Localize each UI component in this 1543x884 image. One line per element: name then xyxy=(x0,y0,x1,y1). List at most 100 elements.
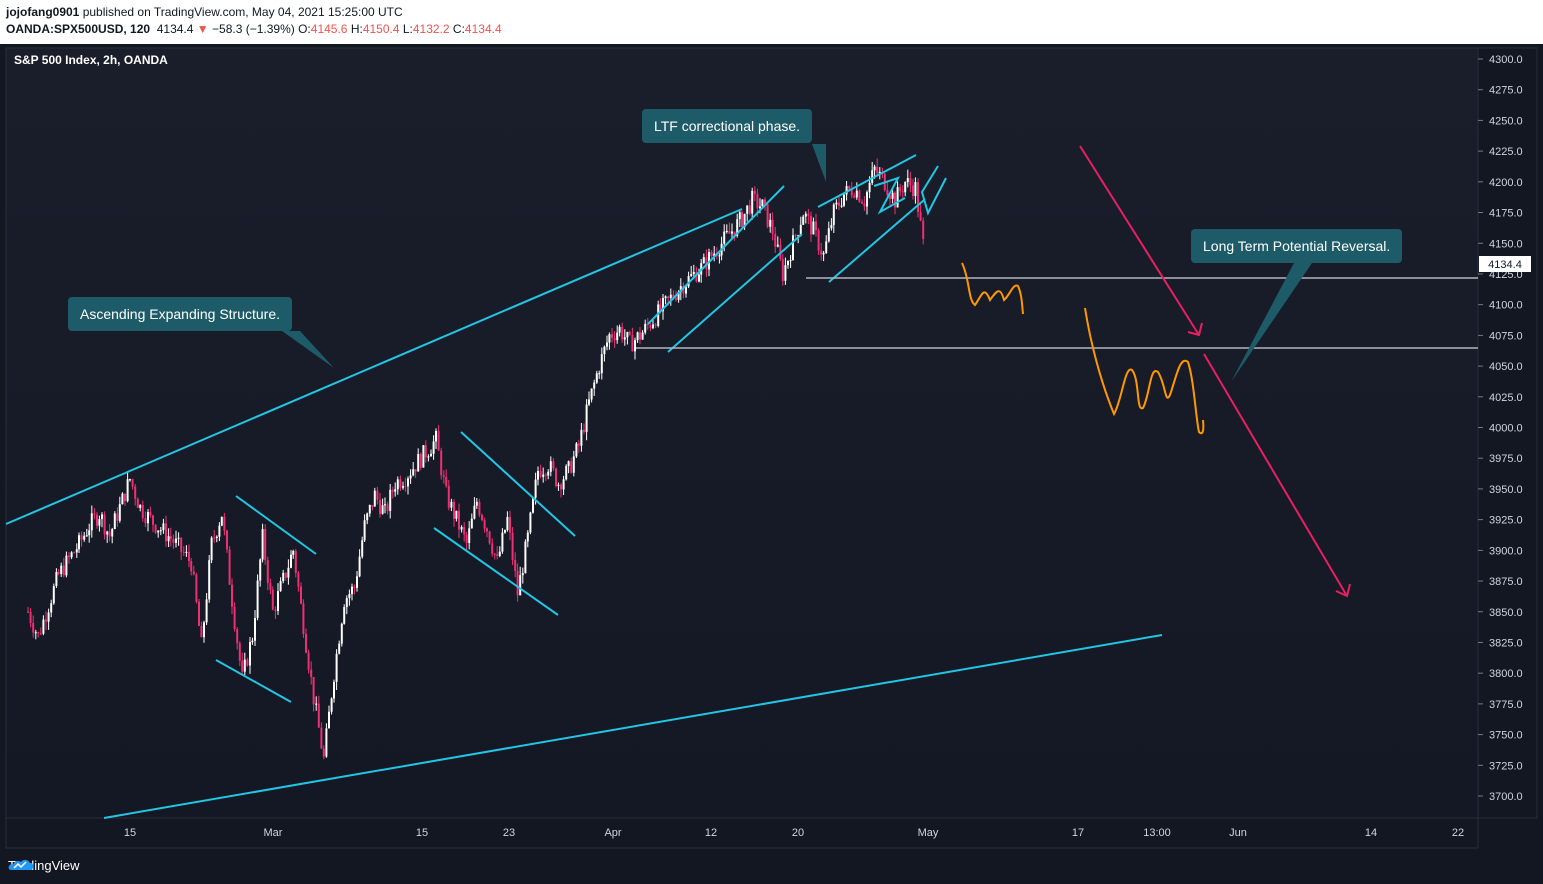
candle-up xyxy=(572,456,575,473)
candle-up xyxy=(731,231,733,234)
candle-up xyxy=(797,235,800,237)
price-axis[interactable] xyxy=(1477,47,1538,819)
candle-down xyxy=(488,531,491,544)
publish-info: jojofang0901 published on TradingView.co… xyxy=(6,5,403,19)
candle-up xyxy=(698,274,700,282)
candle-up xyxy=(366,513,369,521)
candle-down xyxy=(165,523,167,542)
candle-down xyxy=(458,510,460,530)
candle-down xyxy=(226,530,228,550)
candle-down xyxy=(73,552,76,554)
candle-down xyxy=(794,235,797,237)
candle-up xyxy=(832,204,835,225)
candle-up xyxy=(776,244,779,247)
candle-down xyxy=(611,334,613,338)
projection-long[interactable] xyxy=(1084,307,1205,435)
ohlc-legend: OANDA:SPX500USD, 120 4134.4 ▼ −58.3 (−1.… xyxy=(6,22,502,36)
candle-up xyxy=(175,538,177,543)
y-tick-label: 4275.0 xyxy=(1489,85,1523,97)
upper-trendline[interactable] xyxy=(5,208,743,525)
candle-up xyxy=(328,711,330,729)
open-value: 4145.6 xyxy=(310,22,348,36)
low-value: 4132.2 xyxy=(412,22,450,36)
channel-3-upper[interactable] xyxy=(647,185,785,325)
candle-up xyxy=(402,486,404,488)
candle-down xyxy=(136,498,139,508)
price-chart[interactable]: 4300.0 4275.0 4250.0 4225.0 4200.0 4175.0 4150… xyxy=(0,0,1543,854)
candle-down xyxy=(376,490,379,500)
candle-down xyxy=(297,572,300,587)
published-text: published on TradingView.com, May 04, 20… xyxy=(82,5,403,19)
candle-up xyxy=(618,326,621,333)
candle-up xyxy=(55,571,58,586)
candle-down xyxy=(901,191,904,193)
candle-down xyxy=(889,195,891,199)
candle-down xyxy=(447,485,450,508)
candle-up xyxy=(396,479,399,490)
channel-3-lower[interactable] xyxy=(667,233,803,353)
candle-down xyxy=(108,531,111,537)
channel-4-upper[interactable] xyxy=(817,154,917,208)
channel-2-upper[interactable] xyxy=(460,431,576,537)
candle-down xyxy=(909,177,912,186)
candle-up xyxy=(866,192,868,207)
candle-up xyxy=(567,461,570,467)
candle-up xyxy=(389,489,392,511)
candle-up xyxy=(743,213,746,228)
candle-up xyxy=(333,681,335,699)
candle-up xyxy=(42,619,45,634)
tradingview-brand[interactable]: TradingView xyxy=(8,858,80,873)
x-axis-ticks: 15 Mar 15 23 Apr 12 20 May 17 13:00 Jun 14 22 xyxy=(124,827,1464,839)
candle-down xyxy=(899,187,902,192)
y-tick-label: 4050.0 xyxy=(1489,361,1523,373)
drawings xyxy=(5,144,1478,819)
callout-ascending[interactable]: Ascending Expanding Structure. xyxy=(68,297,293,331)
candle-up xyxy=(825,241,828,253)
y-tick-label: 3825.0 xyxy=(1489,637,1523,649)
candle-up xyxy=(713,253,716,257)
candle-up xyxy=(290,554,292,568)
candle-up xyxy=(521,573,524,576)
lower-trendline[interactable] xyxy=(103,634,1163,819)
candle-up xyxy=(50,603,53,613)
time-axis[interactable] xyxy=(5,817,1479,849)
y-tick-label: 3925.0 xyxy=(1489,515,1523,527)
candle-down xyxy=(733,231,736,236)
candle-up xyxy=(855,190,858,198)
candle-up xyxy=(427,456,430,458)
candle-up xyxy=(384,504,386,506)
callout-reversal[interactable]: Long Term Potential Reversal. xyxy=(1191,229,1403,263)
open-label: O: xyxy=(298,22,311,36)
channel-1-lower[interactable] xyxy=(215,659,292,703)
candle-up xyxy=(769,219,772,227)
candle-down xyxy=(465,534,468,543)
author-name[interactable]: jojofang0901 xyxy=(6,5,80,19)
candle-up xyxy=(598,373,601,375)
wedge-small-2[interactable] xyxy=(920,165,947,216)
channel-2-lower[interactable] xyxy=(433,527,559,616)
arrow-down-2[interactable] xyxy=(1203,353,1348,597)
candle-down xyxy=(613,337,616,341)
candle-up xyxy=(34,632,37,634)
candle-up xyxy=(519,575,522,596)
x-tick-label: Apr xyxy=(604,827,621,839)
candle-up xyxy=(205,599,208,623)
callout-ltf[interactable]: LTF correctional phase. xyxy=(642,109,813,143)
arrow-down-1[interactable] xyxy=(1079,145,1200,336)
channel-1-upper[interactable] xyxy=(235,495,317,555)
candle-up xyxy=(177,537,180,539)
candle-down xyxy=(774,233,777,247)
candle-up xyxy=(504,530,506,533)
candle-down xyxy=(399,479,402,488)
projection-short[interactable] xyxy=(961,262,1024,315)
channel-4-lower[interactable] xyxy=(828,199,925,283)
y-tick-label: 3850.0 xyxy=(1489,607,1523,619)
candle-up xyxy=(685,286,687,294)
candle-up xyxy=(351,586,353,594)
plot-area[interactable] xyxy=(5,47,1479,819)
candle-up xyxy=(662,298,664,312)
candle-up xyxy=(542,474,545,477)
arrow-head-2 xyxy=(1335,583,1351,598)
wedge-small-1[interactable] xyxy=(873,176,906,215)
candle-up xyxy=(277,591,279,611)
